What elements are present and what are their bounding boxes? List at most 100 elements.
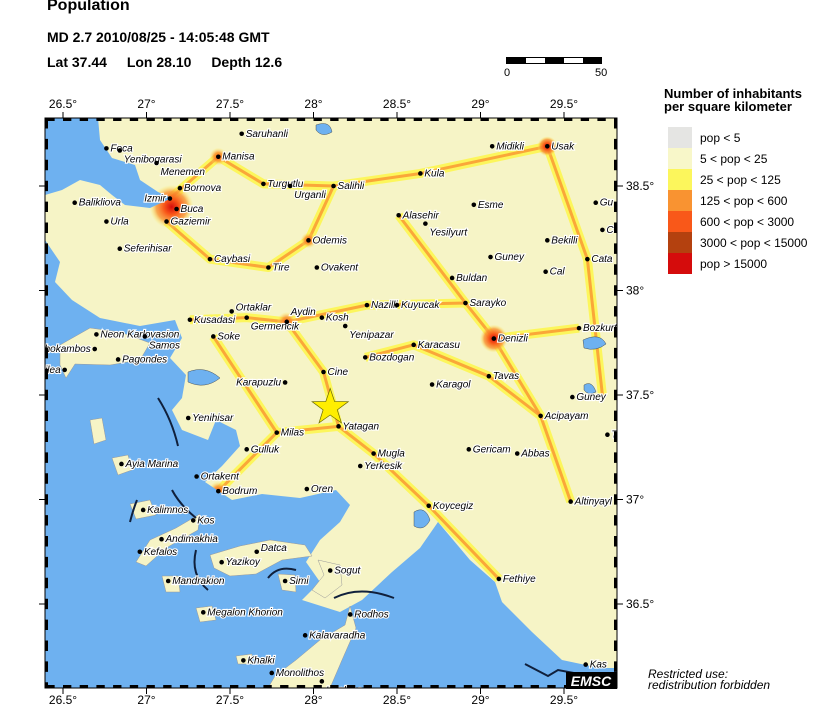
city-label: Abbas xyxy=(520,449,549,460)
city-dot-icon xyxy=(449,275,455,281)
city-marker: Foca xyxy=(104,142,134,155)
legend-item: 5 < pop < 25 xyxy=(668,148,807,169)
city-label: Kula xyxy=(424,168,444,179)
city-marker: Bekilli xyxy=(545,234,579,247)
city-marker: Caybasi xyxy=(207,253,252,266)
city-marker: Esme xyxy=(471,199,505,212)
city-label: Khalki xyxy=(247,655,275,666)
city-label: Ortaklar xyxy=(236,302,272,313)
city-label: Pagondes xyxy=(122,354,167,365)
city-marker: Cata xyxy=(585,253,614,266)
city-dot-icon xyxy=(304,486,310,492)
city-label: Acipayam xyxy=(544,411,589,422)
city-label: Kefalos xyxy=(144,547,177,558)
city-dot-icon xyxy=(605,432,610,438)
city-label: Kalavaradha xyxy=(309,630,366,641)
city-dot-icon xyxy=(94,332,99,337)
city-label: Neon Karlovasion xyxy=(100,329,179,340)
city-dot-icon xyxy=(207,256,213,262)
city-dot-icon xyxy=(314,265,320,270)
city-marker: Koycegiz xyxy=(426,500,474,513)
city-label: Guney xyxy=(576,392,606,403)
city-label: Megalon Khorion xyxy=(207,607,283,618)
city-marker: Rodhos xyxy=(347,608,390,622)
city-label: Yenipazar xyxy=(349,330,394,341)
depth: Depth 12.6 xyxy=(211,54,283,70)
city-marker: Tavas xyxy=(486,370,520,383)
city-marker: Kalimnos xyxy=(140,504,189,517)
city-dot-icon xyxy=(327,568,333,573)
city-marker: Saruhanli xyxy=(239,128,290,141)
city-label: Soke xyxy=(217,331,240,342)
lat-tick-label: 38.5° xyxy=(626,179,654,193)
city-marker: Kosh xyxy=(319,312,350,325)
city-marker: Marathokambos xyxy=(19,343,98,356)
scale-end-label: 50 xyxy=(595,67,608,79)
city-marker: Neon Karlovasion xyxy=(94,328,181,341)
city-marker: Sarayko xyxy=(463,297,508,310)
logo-text: EMSC xyxy=(571,673,612,689)
city-marker: Khrisomilea xyxy=(45,364,67,377)
city-dot-icon xyxy=(576,325,582,331)
city-label: Gericam xyxy=(473,444,511,455)
city-label: Ortakent xyxy=(201,472,241,483)
city-dot-icon xyxy=(119,461,124,467)
star-icon xyxy=(311,387,350,424)
city-label: Kalimnos xyxy=(147,505,188,516)
lon-tick-label: 26.5° xyxy=(49,693,77,707)
populated-corridor-core xyxy=(217,431,278,493)
populated-corridor-core xyxy=(168,144,548,200)
emsc-logo: EMSC xyxy=(566,672,617,689)
city-marker: Cal xyxy=(543,266,567,279)
city-dot-icon xyxy=(538,413,543,419)
legend-title-line2: per square kilometer xyxy=(664,99,792,114)
city-dot-icon xyxy=(92,346,98,352)
city-label: Datca xyxy=(261,543,288,554)
legend-label: 25 < pop < 125 xyxy=(700,172,781,187)
city-dot-icon xyxy=(423,221,428,226)
map-frame: 26.5° 26.5° 27° 27° 27.5° 27.5° 28° 28° 28.5° 28.… xyxy=(39,97,654,707)
city-dot-icon xyxy=(154,160,159,166)
city-dot-icon xyxy=(545,143,550,149)
populated-corridor-core xyxy=(364,343,542,418)
legend-label: pop > 15000 xyxy=(700,256,768,271)
city-marker: Gericam xyxy=(466,443,512,456)
city-label: Mugla xyxy=(378,449,406,460)
city-marker: Salihli xyxy=(331,180,366,193)
city-marker: Ayia Marina xyxy=(119,458,180,471)
city-marker: Yenibogarasi xyxy=(117,148,183,167)
city-dot-icon xyxy=(194,474,199,479)
city-label: Marathokambos xyxy=(19,344,91,355)
city-marker: Kula xyxy=(418,167,446,181)
city-label: C xyxy=(606,225,614,236)
city-marker: Altinyayl xyxy=(568,495,614,509)
city-dot-icon xyxy=(185,415,191,421)
city-dot-icon xyxy=(104,146,109,151)
city-label: Bekilli xyxy=(551,235,578,246)
city-label: Karacasu xyxy=(418,340,461,351)
city-label: Sogut xyxy=(334,566,361,577)
city-marker: Bodrum xyxy=(216,485,258,498)
city-label: Yazikoy xyxy=(226,557,261,568)
city-label: Yerkesik xyxy=(364,461,403,472)
city-dot-icon xyxy=(287,183,293,189)
island xyxy=(135,513,201,567)
city-dot-icon xyxy=(140,507,146,513)
city-marker: C xyxy=(600,224,616,237)
city-dot-icon xyxy=(165,578,171,584)
city-marker: Yenipazar xyxy=(342,323,395,342)
city-marker: Germencik xyxy=(244,315,301,334)
longitude: Lon 28.10 xyxy=(126,54,192,70)
legend-item: pop < 5 xyxy=(668,127,807,148)
legend-title-line1: Number of inhabitants xyxy=(664,86,802,101)
city-dot-icon xyxy=(426,503,432,509)
city-dot-icon xyxy=(239,131,244,137)
city-label: Seferihisar xyxy=(124,244,172,255)
city-marker: Gu xyxy=(593,197,615,210)
city-marker: Odemis xyxy=(306,234,348,247)
city-dot-icon xyxy=(583,662,589,667)
city-label: Fethiye xyxy=(503,574,536,585)
city-label: Turgutlu xyxy=(267,179,303,190)
city-marker: Andimakhia xyxy=(159,533,219,546)
